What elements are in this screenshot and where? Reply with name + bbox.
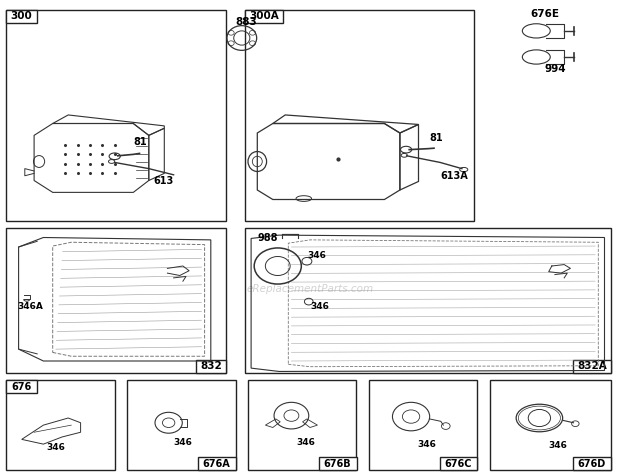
Text: 676A: 676A	[203, 458, 231, 469]
Bar	[6, 10, 37, 23]
Text: 994: 994	[544, 64, 566, 74]
Text: 988: 988	[257, 233, 278, 244]
Bar	[490, 380, 611, 470]
Bar	[319, 457, 356, 470]
Bar	[6, 228, 226, 373]
Bar	[245, 10, 283, 23]
Text: 676D: 676D	[578, 458, 606, 469]
Bar	[245, 10, 474, 221]
Bar	[245, 228, 611, 373]
Text: 613A: 613A	[440, 171, 468, 181]
Bar	[369, 380, 477, 470]
Bar	[573, 457, 611, 470]
Text: 832A: 832A	[577, 361, 606, 371]
Text: 346: 346	[308, 251, 326, 260]
Bar	[573, 360, 611, 373]
Bar	[198, 457, 236, 470]
Text: 346: 346	[46, 443, 65, 452]
Bar	[127, 380, 236, 470]
Text: 81: 81	[429, 133, 443, 143]
Text: 613: 613	[154, 176, 174, 186]
Text: 346A: 346A	[17, 302, 43, 311]
Text: 346: 346	[174, 438, 192, 447]
Text: 832: 832	[200, 361, 222, 371]
Text: 346: 346	[417, 440, 436, 448]
Text: 346: 346	[297, 438, 316, 447]
Text: 346: 346	[549, 441, 567, 450]
Text: 883: 883	[236, 17, 257, 28]
Bar	[6, 380, 115, 470]
Text: 676: 676	[11, 381, 32, 392]
Text: 300A: 300A	[249, 11, 278, 21]
Text: 346: 346	[310, 302, 329, 311]
Text: 676C: 676C	[445, 458, 472, 469]
Bar	[248, 380, 356, 470]
Bar	[6, 10, 226, 221]
Bar	[6, 380, 37, 393]
Bar	[196, 360, 226, 373]
Text: eReplacementParts.com: eReplacementParts.com	[246, 284, 374, 294]
Text: 81: 81	[133, 137, 147, 147]
Bar	[440, 457, 477, 470]
Text: 676B: 676B	[324, 458, 352, 469]
Text: 300: 300	[11, 11, 32, 21]
Text: 676E: 676E	[530, 9, 559, 19]
